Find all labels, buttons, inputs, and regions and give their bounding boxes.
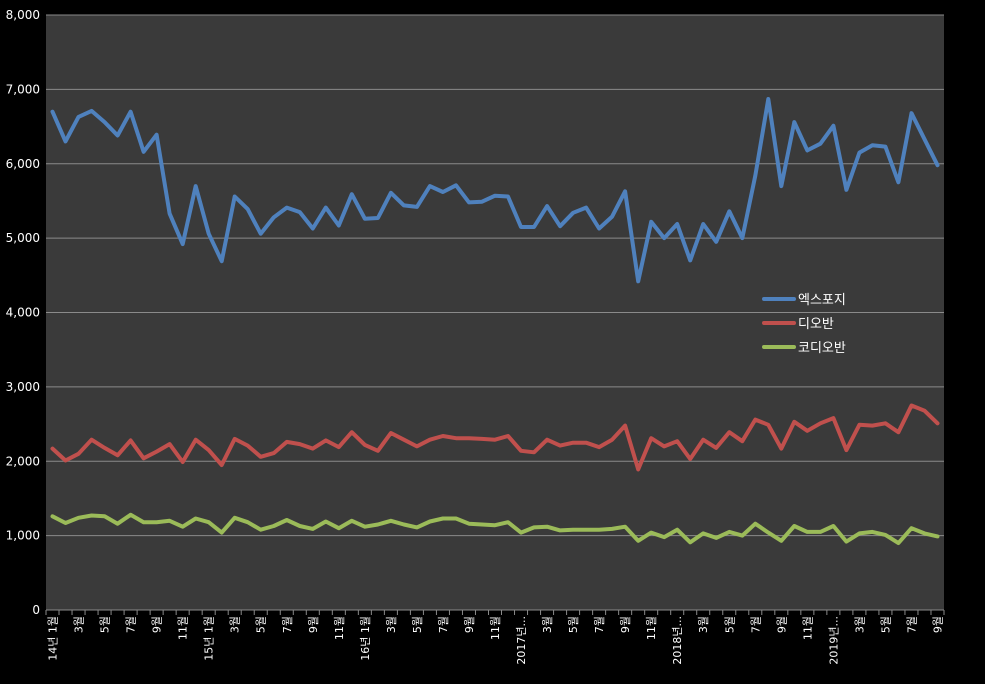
x-tick-label: 7월: [281, 616, 294, 633]
x-tick-label: 9월: [151, 616, 164, 633]
x-tick-label: 5월: [411, 616, 424, 633]
x-tick-label: 9월: [931, 616, 944, 633]
y-tick-label: 1,000: [6, 529, 40, 543]
x-tick-label: 3월: [229, 616, 242, 633]
legend-item: 엑스포지: [762, 293, 846, 308]
x-tick-label: 7월: [749, 616, 762, 633]
x-tick-label: 15년 1월: [203, 616, 216, 661]
y-tick-label: 5,000: [6, 231, 40, 245]
x-tick-label: 9월: [775, 616, 788, 633]
x-tick-label: 5월: [567, 616, 580, 633]
y-tick-label: 0: [32, 603, 40, 617]
y-tick-label: 8,000: [6, 8, 40, 22]
series-line: [50, 97, 940, 284]
legend-label: 디오반: [798, 317, 834, 332]
y-axis: 0 1,000 2,000 3,000 4,000 5,000 6,000 7,000 8,00…: [6, 8, 40, 617]
series-line: [50, 403, 940, 472]
x-axis: 14년 1월 3월 5월 7월 9월 11월 15년 1월 3월 5월 7월 9월 11월 16년 1월…: [45, 609, 945, 665]
y-tick-label: 6,000: [6, 157, 40, 171]
x-tick-label: 7월: [125, 616, 138, 633]
legend-item: 코디오반: [762, 341, 846, 356]
y-tick-label: 3,000: [6, 380, 40, 394]
series-line: [50, 512, 940, 546]
legend-label: 코디오반: [798, 341, 846, 356]
x-tick-label: 11월: [177, 616, 190, 640]
x-tick-label: 9월: [619, 616, 632, 633]
x-tick-label: 3월: [73, 616, 86, 633]
x-tick-label: 5월: [255, 616, 268, 633]
x-tick-label: 9월: [307, 616, 320, 633]
x-tick-label: 5월: [723, 616, 736, 633]
x-tick-label: 3월: [385, 616, 398, 633]
x-tick-label: 9월: [463, 616, 476, 633]
y-tick-label: 2,000: [6, 454, 40, 468]
gridlines: [46, 14, 944, 537]
y-tick-label: 7,000: [6, 82, 40, 96]
x-tick-label: 5월: [879, 616, 892, 633]
series-layer: [50, 97, 940, 546]
x-tick-label: 11월: [801, 616, 814, 640]
x-tick-label: 14년 1월: [47, 616, 60, 661]
x-tick-label: 2019년...: [827, 616, 840, 665]
x-tick-label: 3월: [697, 616, 710, 633]
legend-label: 엑스포지: [798, 293, 846, 308]
x-tick-label: 7월: [437, 616, 450, 633]
x-tick-label: 16년 1월: [359, 616, 372, 661]
x-tick-label: 2017년...: [515, 616, 528, 665]
x-tick-label: 11월: [333, 616, 346, 640]
x-tick-label: 3월: [853, 616, 866, 633]
x-tick-label: 11월: [645, 616, 658, 640]
x-tick-label: 2018년...: [671, 616, 684, 665]
x-tick-label: 3월: [541, 616, 554, 633]
x-tick-label: 11월: [489, 616, 502, 640]
x-tick-label: 5월: [99, 616, 112, 633]
legend-item: 디오반: [762, 317, 834, 332]
x-tick-label: 7월: [905, 616, 918, 633]
y-tick-label: 4,000: [6, 306, 40, 320]
x-tick-label: 7월: [593, 616, 606, 633]
